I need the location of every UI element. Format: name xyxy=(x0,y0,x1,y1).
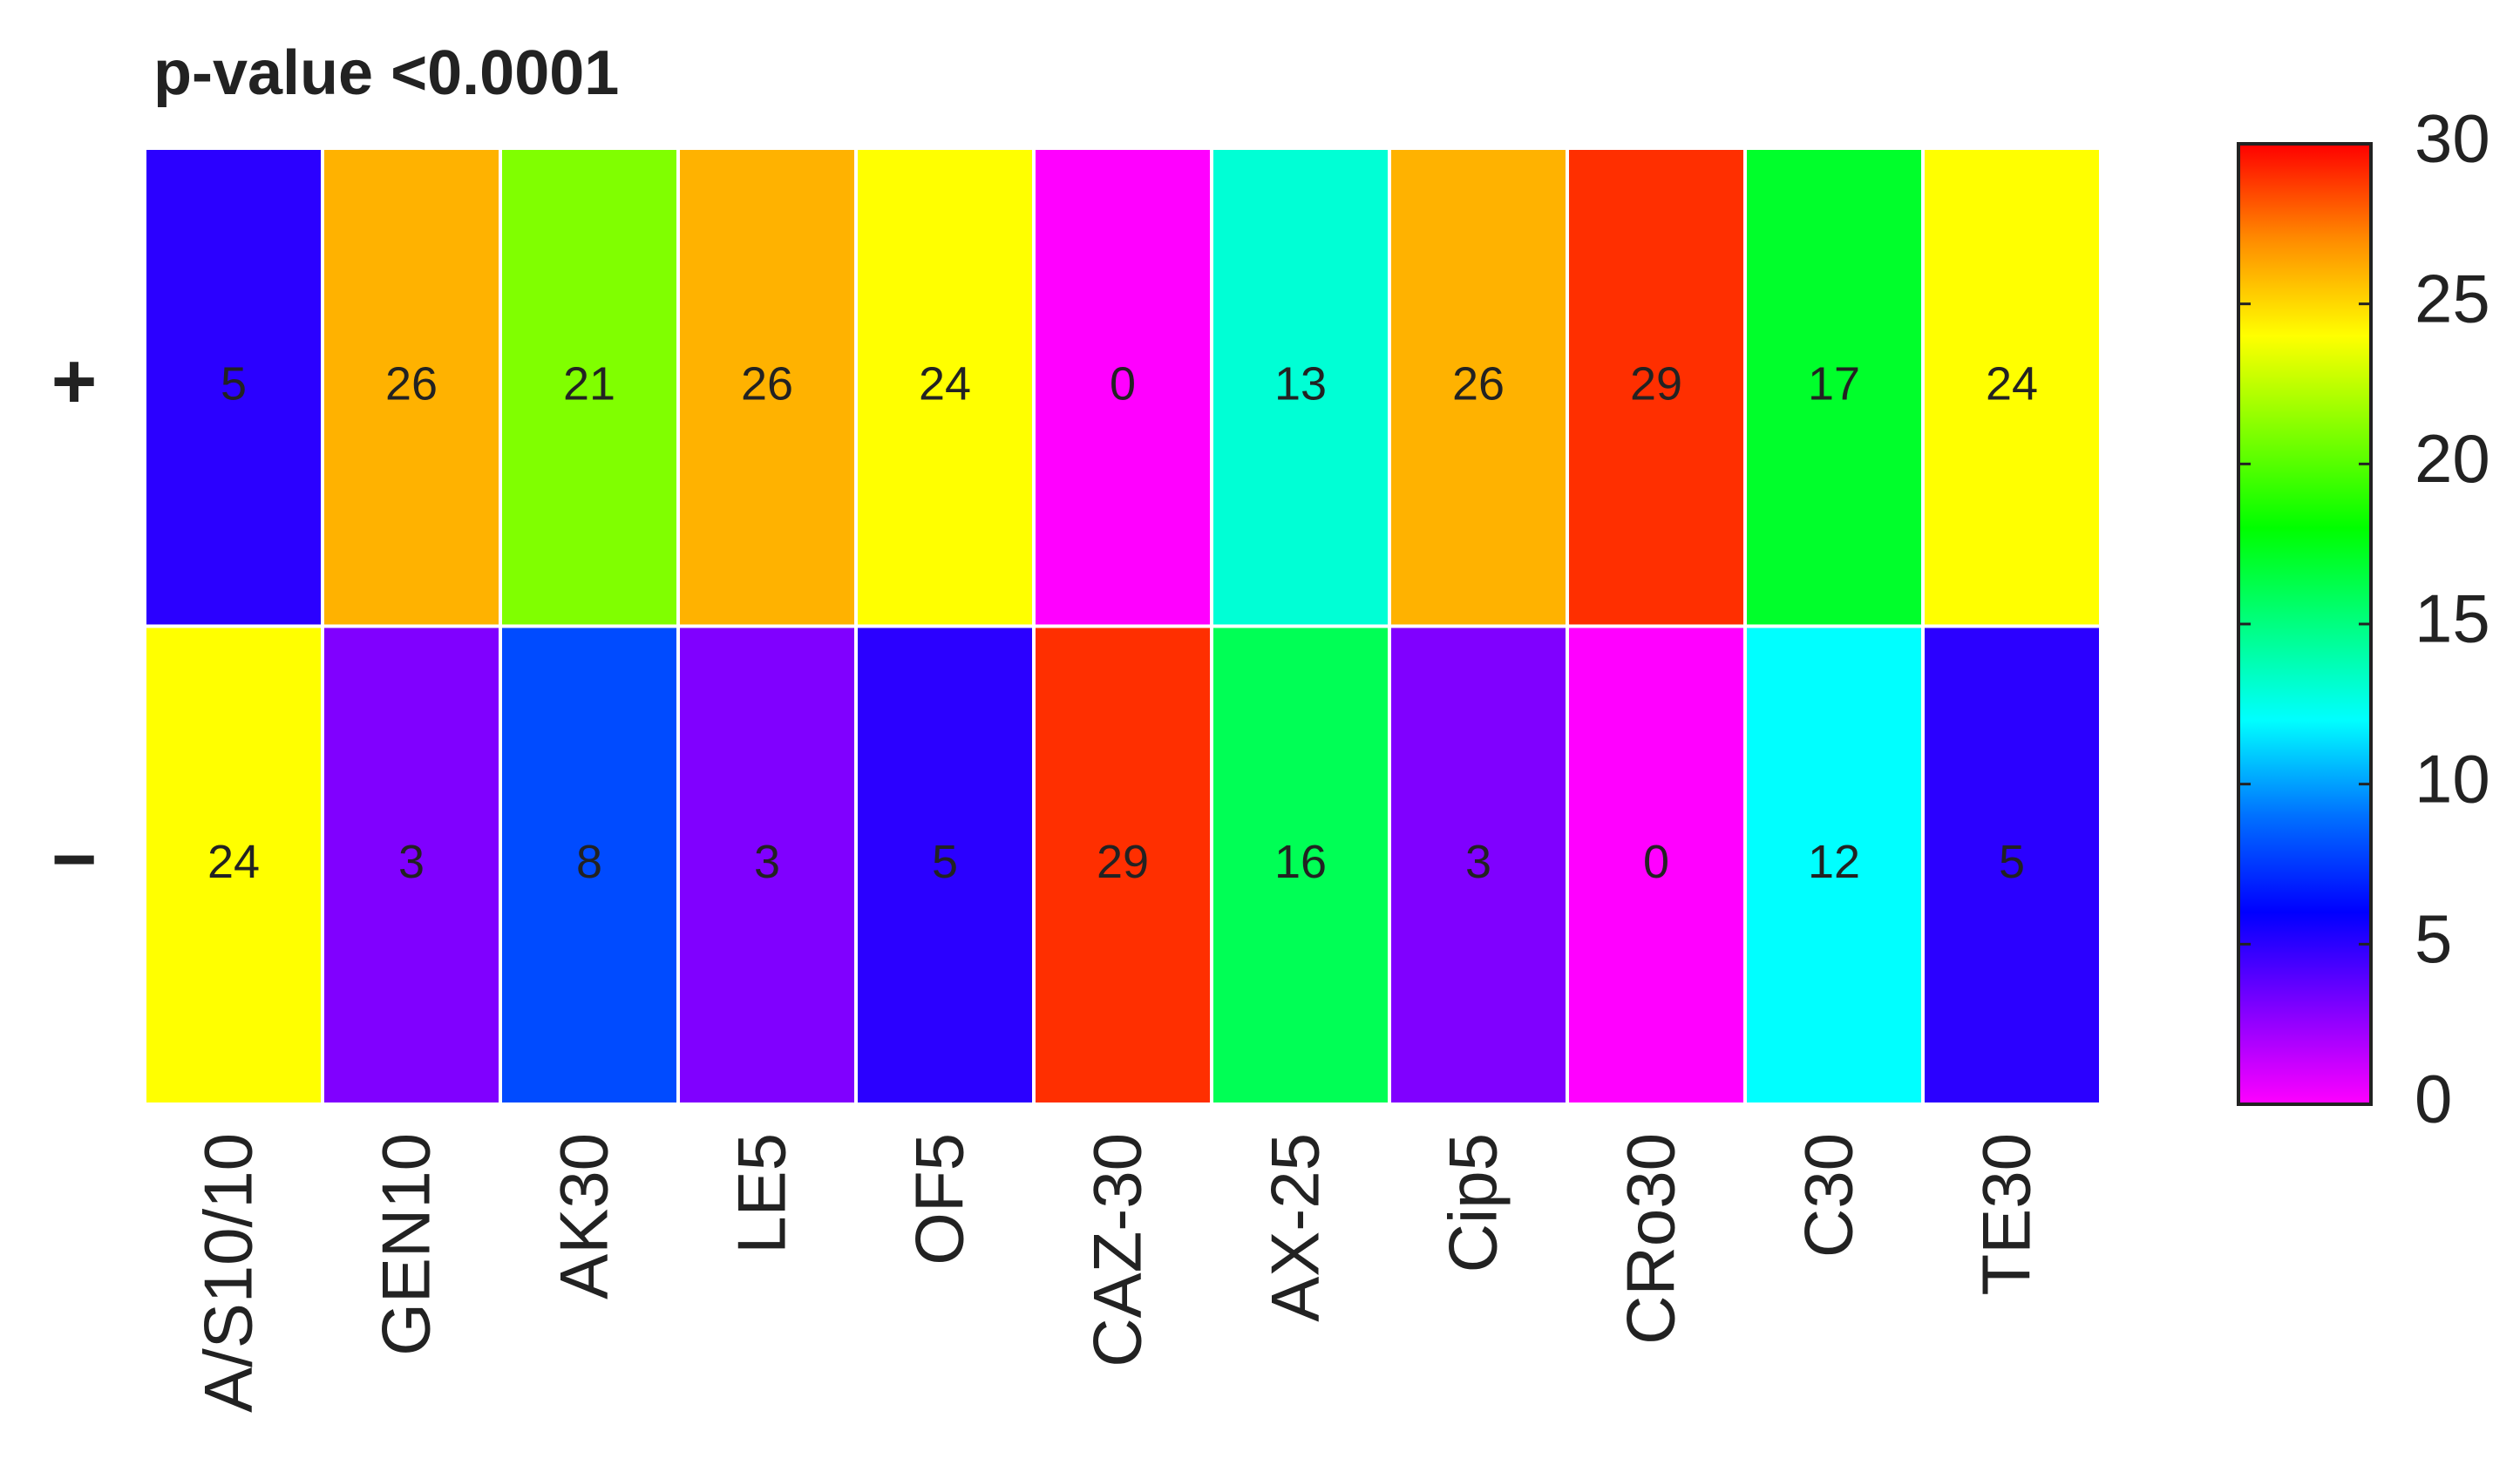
colorbar-tick-label: 5 xyxy=(2415,900,2452,977)
cell-label: 13 xyxy=(1274,358,1327,410)
heatmap-cell xyxy=(499,146,680,628)
cell-label: 29 xyxy=(1630,358,1682,410)
heatmap-cell xyxy=(1388,624,1569,1106)
heatmap-cell xyxy=(854,624,1036,1106)
heatmap-cell xyxy=(321,624,502,1106)
colorbar xyxy=(2237,142,2373,1106)
cell-label: 26 xyxy=(385,358,438,410)
cell-label: 24 xyxy=(207,836,260,888)
x-tick-label: A/S10/10 xyxy=(190,1133,267,1413)
heatmap-cell xyxy=(1032,624,1213,1106)
cell-label: 26 xyxy=(741,358,793,410)
chart-title: p-value <0.0001 xyxy=(153,38,619,108)
x-tick-label: CAZ-30 xyxy=(1079,1133,1156,1367)
colorbar-tick-label: 15 xyxy=(2415,580,2490,657)
cell-label: 0 xyxy=(1643,836,1669,888)
cell-label: 21 xyxy=(563,358,615,410)
cell-label: 5 xyxy=(221,358,247,410)
cell-label: 3 xyxy=(398,836,425,888)
colorbar-tick-label: 20 xyxy=(2415,420,2490,497)
cell-label: 17 xyxy=(1808,358,1860,410)
heatmap-cell xyxy=(1921,624,2102,1106)
cell-label: 24 xyxy=(919,358,971,410)
cell-label: 16 xyxy=(1274,836,1327,888)
heatmap-cell xyxy=(1566,624,1747,1106)
y-tick-label: − xyxy=(51,817,98,904)
heatmap-cell xyxy=(143,624,324,1106)
x-tick-label: CRo30 xyxy=(1613,1133,1689,1345)
y-tick-label: + xyxy=(51,338,98,425)
colorbar-tick-label: 10 xyxy=(2415,740,2490,817)
x-tick-label: TE30 xyxy=(1968,1133,2045,1295)
colorbar-tick-label: 30 xyxy=(2415,100,2490,177)
x-tick-label: AK30 xyxy=(546,1133,622,1299)
x-tick-label: LE5 xyxy=(723,1133,800,1254)
heatmap-cell xyxy=(499,624,680,1106)
cell-label: 26 xyxy=(1452,358,1505,410)
heatmap-cell xyxy=(143,146,324,628)
cell-label: 29 xyxy=(1097,836,1149,888)
cell-label: 3 xyxy=(1465,836,1491,888)
colorbar-tick-label: 0 xyxy=(2415,1061,2452,1137)
x-tick-label: Cip5 xyxy=(1435,1133,1511,1272)
cell-label: 0 xyxy=(1110,358,1136,410)
cell-label: 5 xyxy=(932,836,958,888)
heatmap-cell xyxy=(854,146,1036,628)
colorbar-tick-label: 25 xyxy=(2415,260,2490,336)
x-tick-label: AX-25 xyxy=(1257,1133,1334,1322)
heatmap-cell xyxy=(1210,624,1391,1106)
heatmap-cell xyxy=(1921,146,2102,628)
x-tick-label: OF5 xyxy=(901,1133,978,1265)
x-tick-label: GEN10 xyxy=(368,1133,445,1356)
cell-label: 5 xyxy=(1999,836,2025,888)
cell-label: 12 xyxy=(1808,836,1860,888)
x-tick-label: C30 xyxy=(1790,1133,1867,1258)
heatmap-cell xyxy=(1032,146,1213,628)
cell-label: 24 xyxy=(1986,358,2038,410)
heatmap-cell xyxy=(676,146,858,628)
cell-label: 3 xyxy=(754,836,780,888)
heatmap-cell xyxy=(1743,146,1925,628)
heatmap-cell xyxy=(1743,624,1925,1106)
cell-label: 8 xyxy=(576,836,602,888)
heatmap-cell xyxy=(321,146,502,628)
heatmap-cell xyxy=(1388,146,1569,628)
